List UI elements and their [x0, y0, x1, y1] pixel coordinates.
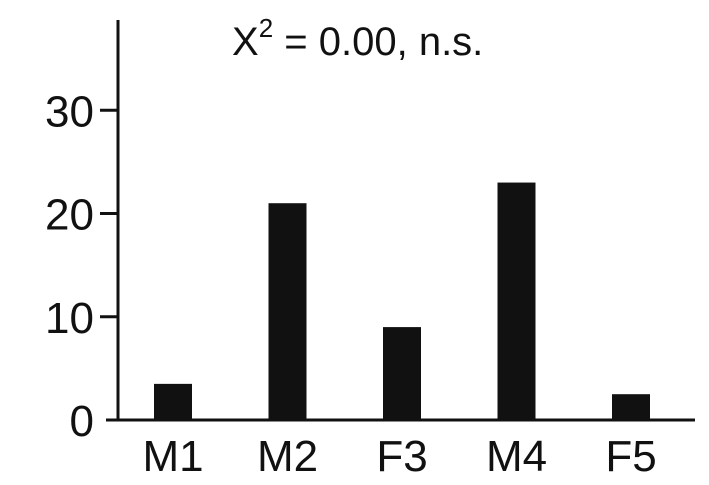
chart-title-superscript: 2 [259, 13, 273, 43]
bar-f3 [383, 327, 421, 420]
bar-m2 [268, 203, 307, 420]
y-tick-label: 0 [70, 397, 94, 446]
bar-m4 [497, 182, 536, 420]
x-labels-group: M1 M2 F3 M4 F5 [142, 432, 656, 481]
y-tick-label: 30 [45, 87, 94, 136]
bar-f5 [612, 394, 650, 420]
bar-m1 [154, 383, 192, 420]
x-tick-label: F3 [376, 432, 427, 480]
y-tick-label: 20 [45, 191, 94, 240]
bars-group [154, 182, 650, 420]
chart-title-rest: = 0.00, n.s. [273, 20, 483, 64]
x-tick-label: M4 [486, 432, 547, 480]
x-tick-label: M1 [142, 432, 203, 480]
chart-title-main: X [232, 20, 259, 64]
x-tick-label: M2 [257, 432, 318, 480]
y-ticks-group: 0 10 20 30 [45, 87, 118, 446]
x-tick-label: F5 [605, 432, 656, 480]
y-tick-label: 10 [45, 294, 94, 343]
chart-title: X2 = 0.00, n.s. [232, 13, 483, 64]
